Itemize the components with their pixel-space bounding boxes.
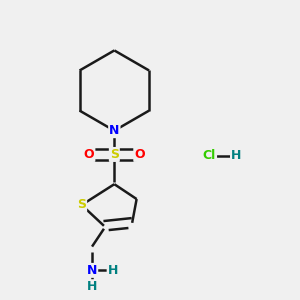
Text: Cl: Cl [203, 149, 216, 162]
Text: H: H [231, 149, 242, 162]
Text: S: S [77, 199, 86, 212]
Text: O: O [84, 148, 94, 161]
Text: N: N [109, 124, 119, 137]
Text: S: S [110, 148, 119, 161]
Text: H: H [108, 264, 118, 277]
Text: O: O [134, 148, 145, 161]
Text: N: N [87, 264, 97, 277]
Text: H: H [87, 280, 97, 293]
